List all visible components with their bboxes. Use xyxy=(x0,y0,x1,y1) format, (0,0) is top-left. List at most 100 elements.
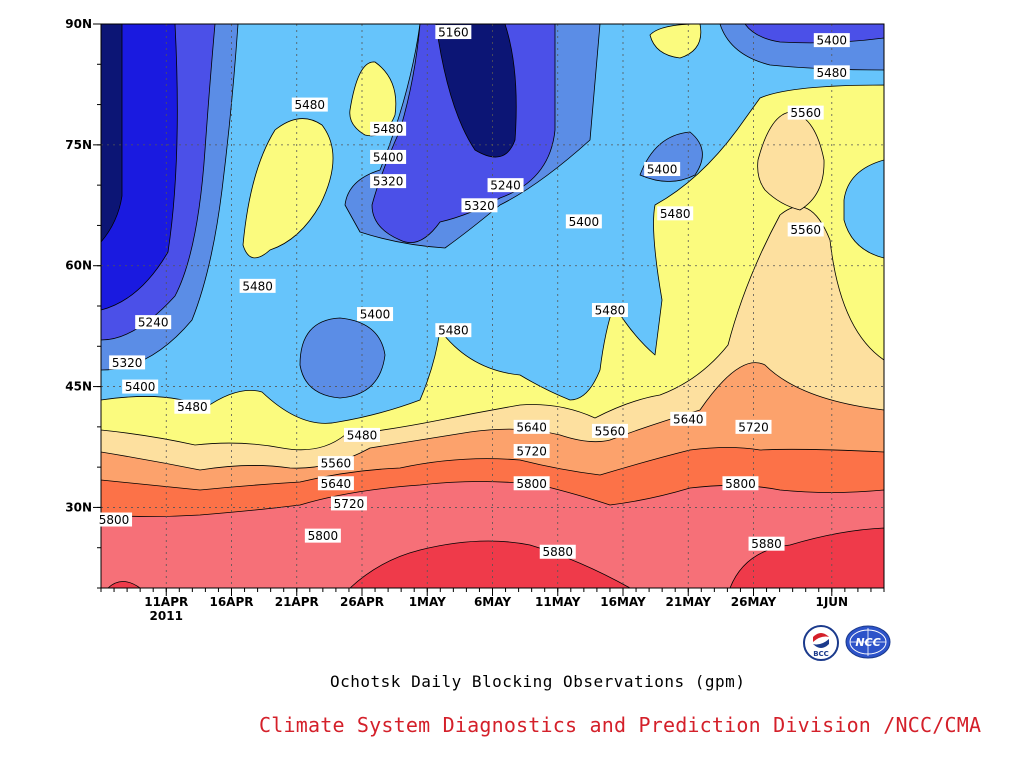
contour-label-bg xyxy=(513,419,550,434)
contour-label: 5720 xyxy=(330,496,367,511)
contour-label-value: 5400 xyxy=(373,150,404,164)
y-tick-label: 60N xyxy=(65,259,92,273)
contour-band xyxy=(729,527,884,588)
contour-label-value: 5640 xyxy=(321,477,352,491)
contour-label: 5480 xyxy=(591,303,628,318)
contour-label: 5320 xyxy=(370,174,407,189)
contour-label: 5640 xyxy=(317,476,354,491)
contour-label-bg xyxy=(722,476,759,491)
contour-label-bg xyxy=(735,419,772,434)
contour-label: 5400 xyxy=(370,149,407,164)
contour-label-bg xyxy=(370,174,407,189)
contour-label: 5800 xyxy=(513,476,550,491)
contour-label-bg xyxy=(122,379,159,394)
x-tick-label: 16APR xyxy=(209,595,253,609)
contour-label-value: 5480 xyxy=(817,66,848,80)
contour-band xyxy=(757,111,825,211)
contour-band xyxy=(435,24,517,158)
contour-label-bg xyxy=(513,476,550,491)
contour-label: 5880 xyxy=(748,536,785,551)
contour-label: 5400 xyxy=(565,214,602,229)
contour-label: 5480 xyxy=(344,427,380,442)
contour-label-value: 5320 xyxy=(373,175,404,189)
chart-title: Ochotsk Daily Blocking Observations (gpm… xyxy=(330,672,746,691)
ncc-logo-text: NCC xyxy=(855,636,880,649)
x-tick-label: 11APR xyxy=(144,595,188,609)
contour-label-value: 5800 xyxy=(725,477,756,491)
contour-label-value: 5240 xyxy=(138,316,169,330)
contour-label-value: 5720 xyxy=(738,420,769,434)
contour-labels: 5160 5400 5480 5480 5480 5400 5320 5560 5400 5240… xyxy=(96,25,850,559)
contour-label-value: 5480 xyxy=(660,207,691,221)
contour-label-value: 5640 xyxy=(673,412,704,426)
contour-label-value: 5880 xyxy=(542,545,573,559)
contour-label-value: 5560 xyxy=(790,106,821,120)
contour-label-bg xyxy=(109,355,146,370)
x-tick-label: 26APR xyxy=(340,595,384,609)
contour-label: 5400 xyxy=(644,162,681,177)
x-tick-label: 1JUN xyxy=(815,595,848,609)
contour-label: 5480 xyxy=(657,206,694,221)
contour-label-bg xyxy=(591,303,628,318)
contour-label-value: 5640 xyxy=(516,420,547,434)
contour-label-bg xyxy=(291,97,328,112)
contour-label-bg xyxy=(461,198,498,213)
contour-label: 5720 xyxy=(513,444,550,459)
contour-label-bg xyxy=(670,411,707,426)
contour-label-bg xyxy=(370,149,407,164)
contour-label: 5400 xyxy=(122,379,159,394)
contour-label: 5480 xyxy=(435,323,472,338)
contour-label-value: 5400 xyxy=(569,215,600,229)
contour-label: 5480 xyxy=(291,97,328,112)
contour-label-value: 5800 xyxy=(308,529,339,543)
contour-label: 5800 xyxy=(304,528,341,543)
ncc-logo: NCC xyxy=(845,625,891,659)
contour-label-bg xyxy=(435,25,472,40)
contour-label-value: 5480 xyxy=(347,428,378,442)
contour-label-value: 5720 xyxy=(516,445,547,459)
contour-label-bg xyxy=(539,544,576,559)
contour-label-value: 5160 xyxy=(438,26,469,40)
contour-label-value: 5480 xyxy=(242,279,273,293)
contour-band xyxy=(843,159,884,259)
contour-label-value: 5400 xyxy=(647,163,678,177)
bcc-logo-text: BCC xyxy=(813,650,829,658)
contour-label-value: 5480 xyxy=(177,400,208,414)
contour-label-bg xyxy=(487,178,524,193)
contour-label-bg xyxy=(344,427,380,442)
contour-label-bg xyxy=(135,315,172,330)
contour-label: 5640 xyxy=(670,411,707,426)
contour-label-bg xyxy=(370,121,407,136)
contour-label-value: 5880 xyxy=(751,537,782,551)
contour-label: 5640 xyxy=(513,419,550,434)
x-tick-label: 26MAY xyxy=(731,595,777,609)
contour-label-bg xyxy=(174,399,211,414)
contour-label-bg xyxy=(304,528,341,543)
contour-label-value: 5480 xyxy=(438,324,469,338)
contour-label: 5480 xyxy=(813,65,850,80)
contour-label: 5560 xyxy=(591,423,628,438)
contour-label-bg xyxy=(813,33,850,48)
contour-label-value: 5560 xyxy=(321,457,352,471)
contour-label: 5800 xyxy=(96,512,133,527)
x-tick-label: 16MAY xyxy=(600,595,646,609)
contour-label-value: 5480 xyxy=(595,304,626,318)
contour-label: 5160 xyxy=(435,25,472,40)
contour-label-bg xyxy=(357,307,394,322)
contour-label-bg xyxy=(96,512,133,527)
contour-label: 5480 xyxy=(370,121,407,136)
y-tick-label: 90N xyxy=(65,17,92,31)
contour-label-value: 5560 xyxy=(790,223,821,237)
contour-label: 5880 xyxy=(539,544,576,559)
contour-label: 5240 xyxy=(135,315,172,330)
contour-label-bg xyxy=(813,65,850,80)
contour-label-bg xyxy=(330,496,367,511)
contour-label-bg xyxy=(787,222,824,237)
contour-label-bg xyxy=(644,162,681,177)
contour-label-bg xyxy=(317,456,354,471)
contour-label-value: 5800 xyxy=(516,477,547,491)
x-axis: 11APR 16APR 21APR 26APR 1MAY 6MAY 11MAY 16MAY 21… xyxy=(100,588,885,623)
contour-label: 5560 xyxy=(787,222,824,237)
contour-label-bg xyxy=(657,206,694,221)
contour-label: 5560 xyxy=(317,456,354,471)
